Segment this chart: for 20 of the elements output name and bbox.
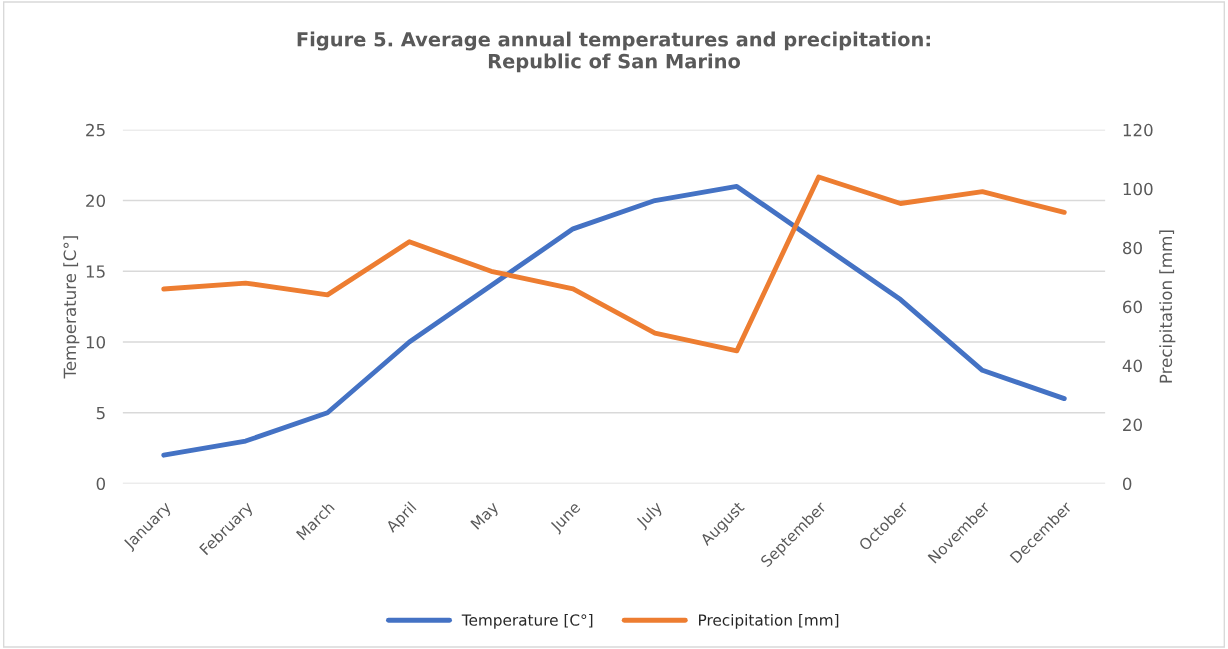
y-tick-label: 0 [96, 477, 106, 491]
y-tick-label: 5 [96, 406, 105, 420]
legend-label: Precipitation [mm] [699, 613, 839, 629]
y2-tick-label: 80 [1123, 241, 1142, 255]
y-axis-title: Temperature [C°] [63, 236, 80, 379]
line-series [161, 174, 1067, 354]
legend-label: Temperature [C°] [461, 613, 593, 629]
y2-tick-label: 60 [1123, 300, 1142, 314]
y-tick-label: 25 [86, 123, 105, 137]
y2-tick-label: 20 [1123, 418, 1142, 432]
line-series [161, 183, 1067, 458]
y2-tick-label: 120 [1123, 123, 1153, 137]
y2-tick-label: 40 [1122, 359, 1142, 373]
y-tick-label: 20 [86, 194, 106, 208]
y2-tick-label: 100 [1123, 182, 1153, 196]
y-tick-label: 10 [86, 335, 106, 349]
y2-axis-title: Precipitation [mm] [1159, 230, 1176, 383]
chart-title: Figure 5. Average annual temperatures and precipitation: Republic of San Marino [297, 31, 930, 73]
y-tick-label: 15 [86, 265, 105, 278]
y2-tick-label: 0 [1122, 477, 1132, 491]
